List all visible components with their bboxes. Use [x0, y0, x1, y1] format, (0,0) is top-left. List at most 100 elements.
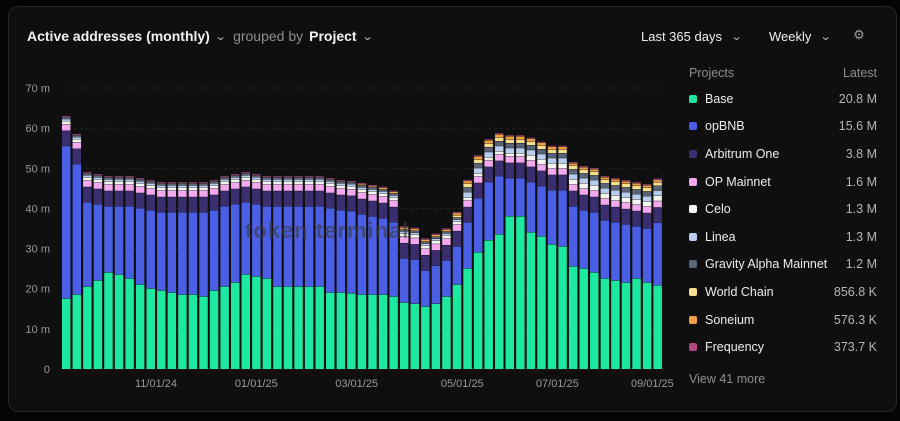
bar-segment — [600, 183, 610, 188]
gear-icon[interactable]: ⚙ — [853, 27, 865, 42]
legend-item-value: 1.2 M — [845, 257, 877, 272]
bar-segment — [558, 190, 567, 247]
bar-segment — [114, 177, 124, 180]
legend-item-op-mainnet[interactable]: OP Mainnet 1.6 M — [689, 168, 877, 196]
bar-segment — [188, 187, 198, 191]
bar-segment — [632, 211, 641, 227]
bar-segment — [463, 268, 472, 369]
group-dropdown[interactable]: Project ⌄ — [309, 28, 373, 44]
bar-segment — [378, 203, 388, 219]
bar-segment — [611, 178, 620, 180]
y-tick-label: 70 m — [26, 83, 50, 95]
legend-item-base[interactable]: Base 20.8 M — [689, 85, 877, 113]
bar-segment — [241, 177, 250, 181]
legend-swatch — [689, 122, 697, 131]
bar-segment — [252, 179, 261, 183]
bar-segment — [431, 303, 441, 369]
bar-segment — [220, 177, 229, 180]
bar-segment — [146, 185, 155, 189]
bar-segment — [431, 240, 441, 244]
bar-segment — [537, 145, 546, 150]
legend-item-arbitrum-one[interactable]: Arbitrum One 3.8 M — [689, 140, 877, 168]
bar-segment — [653, 180, 662, 183]
bar-segment — [357, 199, 367, 215]
bar-segment — [62, 117, 71, 119]
bar-segment — [230, 175, 240, 178]
bar-segment — [473, 252, 483, 369]
bar-segment — [326, 183, 335, 187]
bar-segment — [104, 191, 113, 207]
bar-segment — [62, 116, 71, 117]
legend-item-label: Gravity Alpha Mainnet — [705, 257, 828, 272]
range-dropdown[interactable]: Last 365 days ⌄ — [641, 24, 743, 48]
bar-segment — [516, 136, 525, 140]
bar-segment — [104, 184, 113, 191]
bar-segment — [93, 189, 103, 205]
view-more-link[interactable]: View 41 more — [689, 372, 766, 386]
bar-segment — [442, 296, 451, 369]
bar-segment — [294, 177, 303, 180]
legend-item-gravity-alpha-mainnet[interactable]: Gravity Alpha Mainnet 1.2 M — [689, 251, 877, 279]
bar-segment — [505, 178, 515, 217]
bar-segment — [283, 206, 293, 287]
bar-segment — [135, 208, 145, 285]
bar-segment — [579, 166, 588, 168]
bar-segment — [463, 181, 472, 184]
bar-segment — [452, 246, 462, 285]
bar-segment — [62, 130, 71, 146]
chart-card — [8, 6, 897, 412]
bar-segment — [547, 149, 557, 154]
bar-segment — [294, 191, 303, 207]
legend-item-soneium[interactable]: Soneium 576.3 K — [689, 306, 877, 334]
bar-segment — [188, 197, 198, 213]
legend-item-linea[interactable]: Linea 1.3 M — [689, 223, 877, 251]
bar-segment — [209, 290, 219, 369]
bar-segment — [568, 206, 578, 267]
bar-segment — [484, 140, 493, 144]
bar-segment — [484, 152, 493, 158]
bar-segment — [347, 186, 356, 190]
y-tick-label: 50 m — [26, 163, 50, 175]
x-tick-label: 05/01/25 — [441, 378, 484, 390]
bar-segment — [262, 206, 272, 279]
bar-segment — [220, 206, 229, 287]
bar-segment — [611, 280, 620, 369]
legend-item-frequency[interactable]: Frequency 373.7 K — [689, 333, 877, 361]
bar-segment — [93, 179, 103, 183]
bar-segment — [336, 292, 346, 369]
bar-segment — [579, 173, 588, 178]
bar-segment — [241, 202, 250, 275]
bar-segment — [347, 189, 356, 196]
bar-segment — [653, 285, 662, 369]
bar-segment — [157, 290, 166, 369]
legend-item-opbnb[interactable]: opBNB 15.6 M — [689, 113, 877, 141]
bar-segment — [241, 173, 250, 176]
bar-segment — [611, 179, 620, 182]
bar-segment — [294, 184, 303, 191]
bar-segment — [442, 233, 451, 236]
stacked-bar-chart: 0 10 m 20 m 30 m 40 m 50 m 60 m 70 m 11/01/24 01/… — [26, 83, 674, 390]
legend-item-label: World Chain — [705, 284, 774, 299]
bar-segment — [452, 284, 462, 369]
bar-segment — [252, 182, 261, 189]
bar-segment — [125, 184, 134, 191]
bar-segment — [653, 201, 662, 208]
legend-item-value: 1.6 M — [845, 174, 877, 189]
legend-item-world-chain[interactable]: World Chain 856.8 K — [689, 278, 877, 306]
bar-segment — [252, 177, 261, 180]
bar-segment — [505, 163, 515, 178]
bar-segment — [600, 205, 610, 221]
bar-segment — [209, 181, 219, 184]
bar-segment — [125, 179, 134, 182]
bar-segment — [357, 187, 367, 190]
bar-segment — [399, 231, 409, 234]
bar-segment — [632, 226, 641, 279]
bar-segment — [590, 169, 599, 172]
bar-segment — [399, 227, 409, 230]
bar-segment — [632, 189, 641, 194]
legend-item-celo[interactable]: Celo 1.3 M — [689, 195, 877, 223]
bar-segment — [62, 298, 71, 369]
bar-segment — [653, 207, 662, 223]
metric-dropdown[interactable]: Active addresses (monthly) ⌄ — [27, 28, 226, 44]
interval-dropdown[interactable]: Weekly ⌄ — [769, 24, 832, 48]
